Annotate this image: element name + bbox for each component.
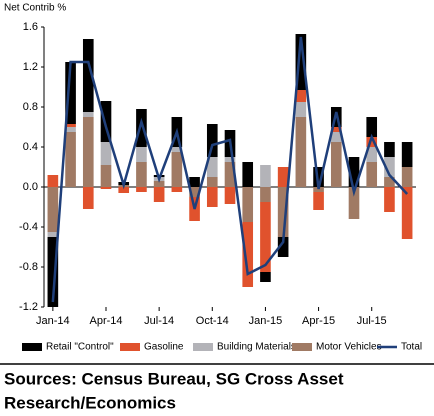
- y-tick-label: 1.2: [23, 61, 38, 73]
- bar-segment: [47, 175, 59, 187]
- bar-segment: [171, 147, 183, 152]
- bar-segment: [153, 187, 165, 202]
- y-tick-label: 0.0: [23, 181, 38, 193]
- bar-segment: [206, 157, 218, 177]
- bar-segment: [224, 157, 236, 162]
- bar-segment: [260, 187, 271, 202]
- x-tick-label: Jul-14: [144, 315, 174, 327]
- bar-segment: [313, 192, 324, 210]
- legend-swatch: [193, 343, 213, 351]
- source: Sources: Census Bureau, SG Cross Asset: [4, 369, 344, 388]
- bar-segment: [224, 162, 236, 187]
- bar-segment: [82, 39, 94, 112]
- bar-segment: [384, 157, 395, 177]
- bar-segment: [100, 187, 112, 189]
- bar-segment: [330, 142, 342, 187]
- bar-segment: [65, 132, 76, 187]
- bar-segment: [313, 167, 324, 187]
- bar-segment: [242, 162, 254, 187]
- bar-segment: [330, 132, 342, 142]
- bar-segment: [206, 177, 218, 187]
- bar-segment: [295, 102, 307, 117]
- bar-segment: [348, 157, 360, 187]
- bar-segment: [330, 127, 342, 132]
- legend-swatch: [22, 343, 42, 351]
- x-tick-label: Jul-15: [357, 315, 387, 327]
- y-axis-label: Net Contrib %: [4, 3, 66, 14]
- bar-segment: [136, 187, 147, 192]
- bar-segment: [384, 187, 395, 212]
- legend-label: Gasoline: [144, 342, 184, 353]
- bar-segment: [401, 187, 413, 239]
- bar-segment: [153, 181, 165, 187]
- bar-segment: [118, 187, 130, 193]
- bar-segment: [366, 117, 378, 137]
- bar-segment: [47, 237, 59, 307]
- bar-segment: [260, 165, 271, 187]
- bar-segment: [295, 90, 307, 102]
- bar-segment: [100, 165, 112, 187]
- x-tick-label: Apr-14: [89, 315, 122, 327]
- bar-segment: [384, 177, 395, 187]
- bar-segment: [65, 124, 76, 127]
- legend-swatch: [120, 343, 140, 351]
- bar-segment: [189, 187, 200, 197]
- bar-segment: [277, 167, 289, 187]
- y-tick-label: 0.4: [23, 141, 38, 153]
- bar-segment: [348, 187, 360, 219]
- x-tick-label: Oct-14: [196, 315, 229, 327]
- bar-segment: [295, 34, 307, 90]
- bar-segment: [366, 147, 378, 162]
- bar-segment: [260, 272, 271, 282]
- bar-segment: [206, 187, 218, 207]
- bar-segment: [277, 237, 289, 257]
- bar-segment: [366, 137, 378, 147]
- bar-segment: [82, 187, 94, 209]
- bar-segment: [82, 117, 94, 187]
- bar-segment: [65, 62, 76, 124]
- bar-segment: [277, 187, 289, 237]
- y-tick-label: -1.2: [19, 301, 38, 313]
- x-tick-label: Jan-14: [36, 315, 70, 327]
- bar-segment: [401, 167, 413, 187]
- bar-segment: [242, 222, 254, 287]
- x-tick-label: Apr-15: [302, 315, 335, 327]
- legend-label: Retail "Control": [46, 342, 114, 353]
- bar-segment: [47, 187, 59, 232]
- legend-label: Total: [401, 342, 422, 353]
- y-tick-label: 1.6: [23, 21, 38, 33]
- bar-segment: [242, 187, 254, 222]
- bar-segment: [100, 142, 112, 165]
- bar-segment: [47, 232, 59, 237]
- legend-swatch: [292, 343, 312, 351]
- total-line: [51, 36, 409, 303]
- legend-label: Motor Vehicles: [316, 342, 382, 353]
- bar-segment: [136, 147, 147, 162]
- bar-segment: [401, 142, 413, 167]
- bar-segment: [136, 162, 147, 187]
- bar-segment: [384, 142, 395, 157]
- bar-segment: [206, 124, 218, 157]
- bar-segment: [224, 187, 236, 204]
- bar-segment: [171, 152, 183, 187]
- bar-segment: [100, 101, 112, 142]
- legend-label: Building Materials: [217, 342, 296, 353]
- bar-segment: [136, 109, 147, 147]
- bar-segment: [295, 117, 307, 187]
- y-tick-label: -0.4: [19, 221, 38, 233]
- x-tick-label: Jan-15: [249, 315, 283, 327]
- bar-segment: [260, 202, 271, 272]
- y-tick-label: 0.8: [23, 101, 38, 113]
- bar-segment: [82, 112, 94, 117]
- bar-segment: [189, 177, 200, 187]
- bar-segment: [366, 162, 378, 187]
- bar-segment: [313, 187, 324, 192]
- source: Research/Economics: [4, 393, 176, 412]
- bar-segment: [171, 187, 183, 192]
- bar-segment: [65, 127, 76, 132]
- y-tick-label: -0.8: [19, 261, 38, 273]
